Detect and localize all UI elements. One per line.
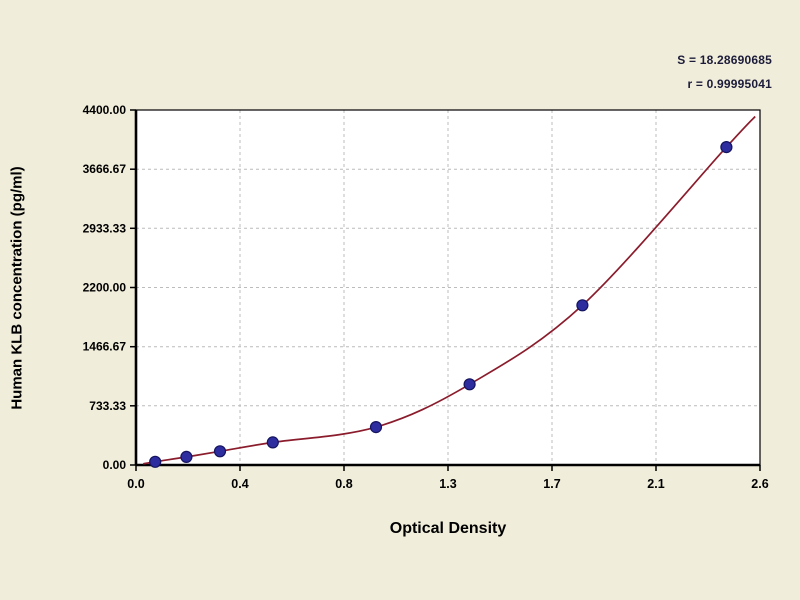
x-tick-label: 2.6 bbox=[751, 477, 768, 491]
data-point bbox=[463, 378, 476, 391]
data-point bbox=[266, 436, 279, 449]
data-point bbox=[369, 421, 383, 434]
x-tick-label: 1.3 bbox=[439, 477, 456, 491]
x-tick-label: 0.8 bbox=[335, 477, 352, 491]
data-point bbox=[720, 141, 733, 154]
y-tick-label: 2200.00 bbox=[83, 281, 127, 295]
data-point bbox=[149, 455, 162, 468]
data-point bbox=[576, 299, 589, 312]
x-axis-label: Optical Density bbox=[389, 520, 507, 537]
fit-s-value: S = 18.28690685 bbox=[677, 53, 772, 67]
fit-statistics: S = 18.28690685 r = 0.99995041 bbox=[677, 48, 772, 96]
y-tick-label: 2933.33 bbox=[83, 221, 127, 235]
y-tick-label: 1466.67 bbox=[83, 340, 127, 354]
fit-r-value: r = 0.99995041 bbox=[687, 77, 772, 91]
data-point bbox=[180, 450, 193, 463]
x-tick-label: 1.7 bbox=[543, 477, 560, 491]
data-point bbox=[213, 445, 227, 458]
x-tick-label: 2.1 bbox=[647, 477, 664, 491]
y-tick-label: 3666.67 bbox=[83, 162, 127, 176]
x-tick-label: 0.4 bbox=[231, 477, 248, 491]
y-tick-label: 4400.00 bbox=[83, 103, 127, 117]
x-tick-label: 0.0 bbox=[127, 477, 144, 491]
y-tick-label: 0.00 bbox=[103, 458, 127, 472]
y-tick-label: 733.33 bbox=[89, 399, 126, 413]
